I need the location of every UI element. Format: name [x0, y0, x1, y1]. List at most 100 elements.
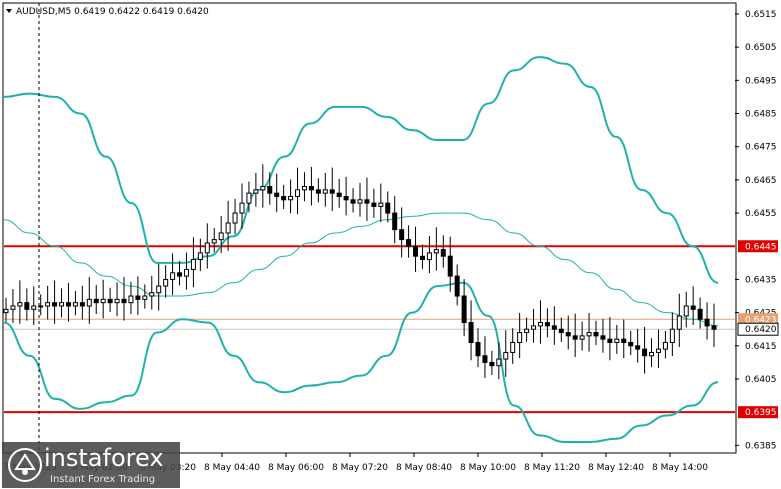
- price-tick-label: 0.6485: [745, 110, 777, 120]
- bollinger-lower-band: [3, 281, 719, 444]
- time-tick-label: 8 May 06:00: [268, 463, 324, 473]
- candle: [177, 261, 183, 286]
- candle: [31, 286, 37, 325]
- candle: [593, 320, 599, 346]
- candle: [364, 177, 370, 221]
- candle: [163, 265, 169, 298]
- candle: [551, 306, 557, 345]
- candle: [662, 330, 668, 359]
- candle: [239, 183, 245, 229]
- candle: [565, 315, 571, 350]
- candle: [517, 312, 523, 359]
- candle: [614, 324, 620, 354]
- candle: [537, 300, 543, 344]
- time-tick-label: 8 May 07:20: [332, 463, 388, 473]
- candle: [378, 183, 384, 223]
- candle: [704, 302, 710, 340]
- bollinger-bands: [3, 56, 719, 444]
- candle: [17, 280, 23, 324]
- dropdown-triangle-icon: [6, 9, 12, 13]
- candle: [621, 319, 627, 359]
- candle: [454, 264, 460, 306]
- candle: [65, 283, 71, 322]
- candle: [440, 235, 446, 268]
- candle: [308, 166, 314, 206]
- svg-text:0.6395: 0.6395: [745, 408, 777, 418]
- brand-emblem-icon: [8, 448, 42, 482]
- candle: [225, 200, 231, 251]
- candles: [3, 164, 717, 380]
- candle: [274, 173, 280, 213]
- svg-text:0.6420: 0.6420: [745, 325, 777, 335]
- candle: [711, 303, 717, 348]
- candle: [211, 228, 217, 253]
- candle: [496, 342, 502, 380]
- candle: [628, 330, 634, 356]
- price-tick-label: 0.6435: [745, 275, 777, 285]
- bollinger-middle-band: [3, 212, 719, 327]
- candle: [281, 184, 287, 210]
- time-tick-label: 8 May 04:40: [204, 463, 260, 473]
- price-tick-label: 0.6385: [745, 441, 777, 451]
- candle: [489, 350, 495, 376]
- candle: [419, 244, 425, 269]
- chart-frame: [2, 2, 737, 454]
- candle: [406, 225, 412, 258]
- candle: [10, 289, 16, 323]
- candle: [93, 285, 99, 315]
- candle: [586, 312, 592, 352]
- candle: [267, 172, 273, 205]
- candle: [79, 285, 85, 320]
- candle: [433, 227, 439, 271]
- candle: [149, 275, 155, 310]
- candle: [135, 276, 141, 316]
- price-tick-label: 0.6495: [745, 76, 777, 86]
- candle: [3, 297, 9, 322]
- candle: [288, 179, 294, 214]
- candle: [482, 336, 488, 379]
- candle: [38, 294, 44, 316]
- candle: [510, 328, 516, 364]
- candle: [447, 236, 453, 292]
- candle: [246, 181, 252, 213]
- candle: [690, 286, 696, 325]
- time-tick-label: 8 May 10:00: [460, 463, 516, 473]
- svg-text:0.6423: 0.6423: [745, 315, 777, 325]
- symbol-ohlc-header: AUDUSD,M5 0.6419 0.6422 0.6419 0.6420: [16, 7, 209, 17]
- price-tick-label: 0.6465: [745, 176, 777, 186]
- candle: [669, 312, 675, 357]
- candle: [260, 164, 266, 208]
- candle: [600, 318, 606, 353]
- candle: [218, 216, 224, 254]
- price-tick-label: 0.6405: [745, 375, 777, 385]
- bid-price-label: 0.6420: [738, 323, 778, 336]
- candle: [461, 279, 467, 337]
- candle: [59, 288, 65, 318]
- candle: [121, 277, 127, 321]
- candle: [329, 167, 335, 211]
- price-tick-label: 0.6475: [745, 143, 777, 153]
- price-tick-label: 0.6415: [745, 342, 777, 352]
- candle: [350, 188, 356, 213]
- candle: [253, 172, 259, 207]
- candle: [468, 300, 474, 361]
- brand-tagline: Instant Forex Trading: [50, 474, 156, 485]
- candle: [399, 207, 405, 258]
- candle: [475, 328, 481, 368]
- candle: [142, 284, 148, 309]
- candle: [52, 280, 58, 324]
- candle: [343, 176, 349, 216]
- price-tick-label: 0.6455: [745, 209, 777, 219]
- candle: [45, 285, 51, 320]
- level-price-label: 0.6445: [738, 240, 778, 253]
- price-tick-label: 0.6505: [745, 43, 777, 53]
- candle: [156, 263, 162, 311]
- candle: [128, 281, 134, 315]
- brand-name: instaforex: [44, 444, 164, 472]
- candle: [86, 277, 92, 324]
- svg-text:0.6445: 0.6445: [745, 242, 777, 252]
- level-price-label: 0.6395: [738, 406, 778, 419]
- chart-title: AUDUSD,M5 0.6419 0.6422 0.6419 0.6420: [6, 7, 209, 17]
- time-tick-label: 8 May 12:40: [588, 463, 644, 473]
